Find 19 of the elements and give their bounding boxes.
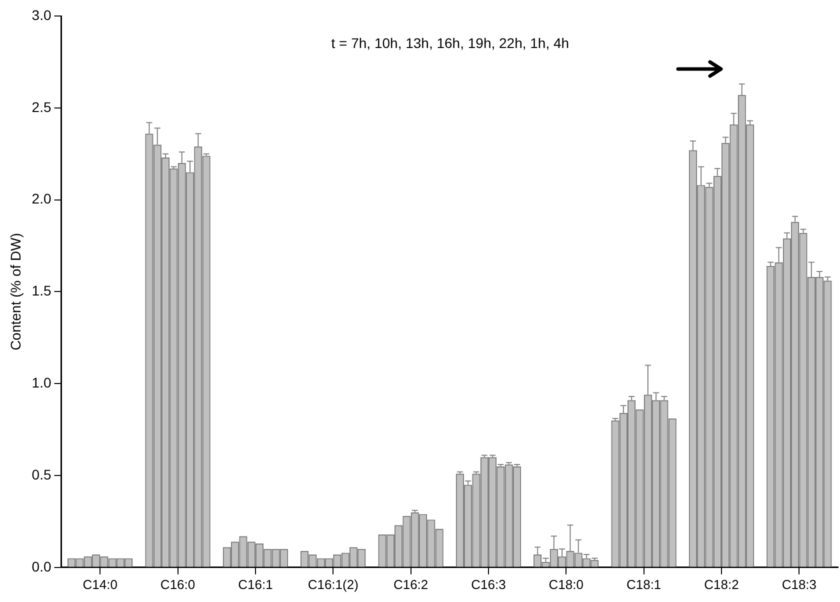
y-tick-label: 0.5	[32, 466, 52, 482]
annotation: t = 7h, 10h, 13h, 16h, 19h, 22h, 1h, 4h	[331, 34, 570, 51]
x-tick-label: C14:0	[82, 576, 118, 592]
x-tick-label: C16:3	[471, 576, 506, 592]
x-tick-label: C18:0	[548, 576, 584, 592]
y-tick-label: 1.0	[32, 374, 52, 390]
x-tick-label: C16:0	[160, 576, 196, 592]
y-tick-label: 3.0	[32, 6, 52, 23]
y-tick-label: 0.0	[32, 558, 52, 574]
y-tick-label: 2.0	[32, 190, 52, 207]
y-tick-label: 2.5	[32, 98, 52, 115]
x-tick-label: C18:3	[782, 576, 817, 592]
x-tick-label: C18:1	[626, 576, 662, 592]
x-tick-label: C16:2	[393, 576, 428, 592]
x-tick-label: C16:1	[238, 576, 273, 592]
y-tick-label: 1.5	[32, 282, 52, 299]
x-tick-label: C18:2	[704, 576, 739, 592]
x-tick-label: C16:1(2)	[308, 576, 358, 592]
y-axis-title: Content (% of DW)	[7, 232, 24, 350]
